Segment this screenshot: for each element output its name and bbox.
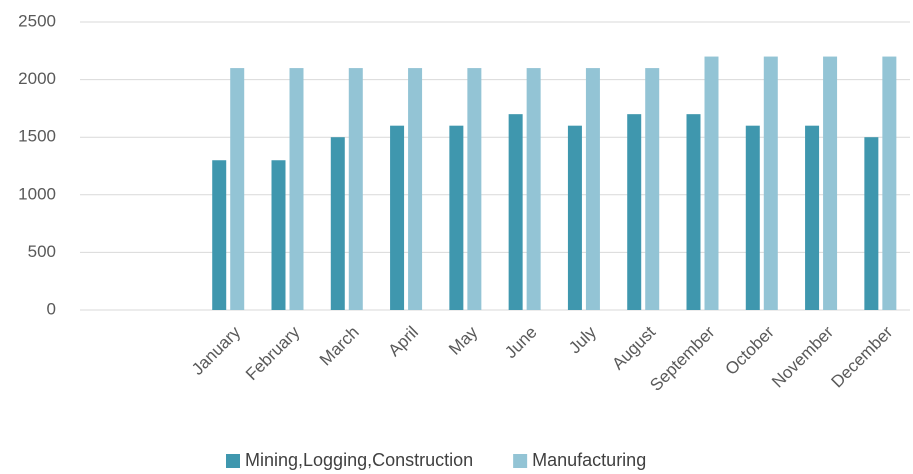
bar (212, 160, 227, 310)
x-tick-label: March (316, 323, 363, 370)
bar (745, 125, 760, 311)
x-tick-label: May (445, 322, 481, 358)
bar (330, 137, 345, 310)
bar (408, 68, 423, 310)
x-tick-label: November (768, 322, 837, 391)
bar (567, 125, 582, 311)
legend-swatch (513, 454, 528, 468)
bar (467, 68, 482, 310)
bar (526, 68, 541, 310)
x-tick-label: September (646, 322, 718, 394)
x-tick-label: January (188, 322, 245, 379)
bar (289, 68, 304, 310)
bar (645, 68, 660, 310)
y-tick-label: 2500 (18, 11, 56, 30)
bar (763, 56, 778, 311)
bar (390, 125, 405, 311)
bar (271, 160, 286, 310)
bar (805, 125, 820, 311)
bar (627, 114, 642, 310)
x-tick-label: July (565, 322, 600, 357)
y-tick-label: 500 (28, 242, 56, 261)
x-tick-label: June (501, 323, 541, 363)
bar (864, 137, 879, 310)
bar (449, 125, 464, 311)
bar (230, 68, 245, 310)
bar (686, 114, 701, 310)
bar (585, 68, 600, 310)
x-tick-label: April (385, 323, 422, 360)
legend-label: Manufacturing (532, 450, 646, 470)
bar (508, 114, 523, 310)
bar (882, 56, 897, 311)
y-tick-label: 1000 (18, 184, 56, 203)
bar (704, 56, 719, 311)
x-tick-label: December (827, 322, 896, 391)
bar (348, 68, 363, 310)
y-tick-label: 1500 (18, 127, 56, 146)
y-tick-label: 0 (47, 299, 56, 318)
x-tick-label: August (608, 322, 659, 373)
x-tick-label: October (722, 322, 778, 378)
bar (823, 56, 838, 311)
legend-label: Mining,Logging,Construction (245, 450, 473, 470)
x-tick-label: February (242, 322, 304, 384)
legend-swatch (226, 454, 240, 468)
y-tick-label: 2000 (18, 69, 56, 88)
